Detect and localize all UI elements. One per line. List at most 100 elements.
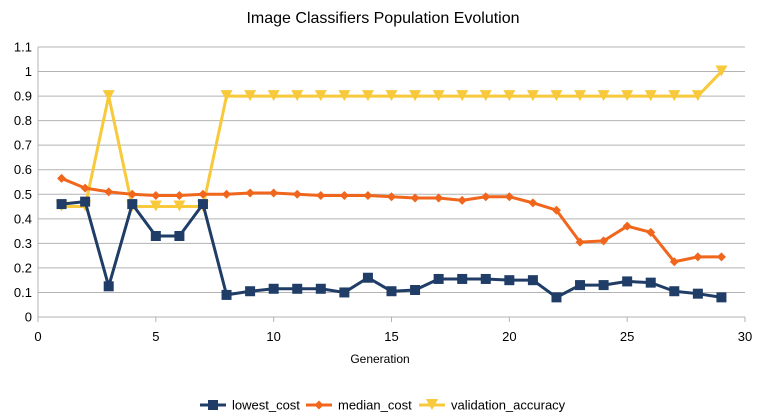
data-point-lowest_cost (56, 199, 67, 210)
x-tick-label: 5 (152, 329, 159, 344)
data-point-lowest_cost (622, 276, 633, 287)
series-group (55, 65, 728, 303)
y-tick-label: 0.1 (14, 285, 32, 300)
data-point-validation_accuracy (550, 90, 563, 102)
data-point-median_cost (57, 173, 67, 183)
x-tick-label: 25 (620, 329, 634, 344)
data-point-median_cost (245, 188, 255, 198)
axes (37, 47, 746, 322)
data-point-validation_accuracy (432, 90, 445, 102)
data-point-validation_accuracy (715, 65, 728, 77)
data-point-lowest_cost (480, 273, 491, 284)
legend-swatch-marker (426, 399, 438, 410)
data-point-median_cost (693, 252, 703, 262)
data-point-lowest_cost (362, 272, 373, 283)
data-point-median_cost (127, 189, 137, 199)
x-axis-title: Generation (350, 352, 409, 366)
data-point-lowest_cost (80, 196, 91, 207)
y-tick-label: 0.8 (14, 113, 32, 128)
data-point-lowest_cost (692, 288, 703, 299)
chart-title: Image Classifiers Population Evolution (246, 10, 519, 27)
data-point-validation_accuracy (526, 90, 539, 102)
data-point-lowest_cost (292, 283, 303, 294)
data-point-validation_accuracy (173, 200, 186, 212)
data-point-median_cost (387, 192, 396, 202)
data-point-lowest_cost (410, 285, 421, 295)
data-point-validation_accuracy (361, 90, 374, 102)
data-point-lowest_cost (245, 286, 256, 297)
data-point-validation_accuracy (503, 90, 516, 102)
data-point-validation_accuracy (644, 90, 657, 102)
legend-item-lowest_cost: lowest_cost (200, 398, 300, 413)
y-tick-label: 0 (25, 310, 32, 325)
data-point-median_cost (434, 193, 444, 203)
data-point-lowest_cost (457, 273, 468, 284)
gridlines (38, 46, 745, 318)
data-point-lowest_cost (197, 199, 208, 210)
series-line-median_cost (60, 176, 722, 264)
data-point-median_cost (575, 237, 585, 247)
data-point-median_cost (669, 257, 679, 267)
legend-swatch-marker (314, 400, 324, 410)
data-point-lowest_cost (315, 283, 326, 294)
data-point-median_cost (104, 187, 114, 197)
data-point-validation_accuracy (456, 90, 469, 102)
x-tick-label: 10 (266, 329, 280, 344)
data-point-validation_accuracy (244, 90, 257, 102)
data-point-validation_accuracy (338, 90, 351, 102)
x-tick-label: 30 (738, 329, 752, 344)
data-point-median_cost (410, 193, 420, 203)
data-point-median_cost (622, 221, 632, 231)
legend-label: median_cost (338, 398, 412, 413)
y-tick-label: 0.4 (14, 211, 32, 226)
data-point-median_cost (716, 252, 726, 262)
y-tick-label: 0.9 (14, 89, 32, 104)
data-point-validation_accuracy (574, 90, 587, 102)
data-point-lowest_cost (716, 292, 727, 303)
data-point-median_cost (174, 191, 184, 200)
data-point-validation_accuracy (668, 90, 681, 102)
x-tick-labels: 0 5 10 15 20 25 30 (34, 329, 752, 344)
legend-item-validation_accuracy: validation_accuracy (419, 398, 566, 413)
data-point-lowest_cost (103, 281, 114, 292)
y-tick-label: 0.7 (14, 138, 32, 153)
data-point-lowest_cost (669, 286, 680, 297)
data-point-lowest_cost (386, 286, 397, 297)
data-point-validation_accuracy (621, 90, 634, 102)
data-point-validation_accuracy (102, 90, 115, 102)
data-point-validation_accuracy (267, 90, 280, 102)
x-tick-label: 0 (34, 329, 41, 344)
y-tick-label: 0.3 (14, 236, 32, 251)
data-point-lowest_cost (598, 280, 609, 291)
data-point-validation_accuracy (597, 90, 610, 102)
data-point-median_cost (269, 188, 279, 198)
series-lowest_cost (56, 196, 727, 303)
legend-item-median_cost: median_cost (306, 398, 412, 413)
data-point-median_cost (292, 189, 302, 199)
data-point-validation_accuracy (691, 90, 704, 102)
y-tick-label: 0.6 (14, 162, 32, 177)
data-point-validation_accuracy (314, 90, 327, 102)
data-point-median_cost (481, 192, 491, 202)
series-validation_accuracy (55, 65, 728, 212)
data-point-lowest_cost (645, 277, 656, 288)
data-point-lowest_cost (268, 283, 279, 294)
x-tick-label: 15 (384, 329, 398, 344)
data-point-median_cost (551, 205, 561, 215)
data-point-median_cost (528, 198, 538, 208)
data-point-lowest_cost (127, 199, 138, 210)
legend-label: validation_accuracy (451, 398, 566, 413)
y-tick-label: 0.5 (14, 187, 32, 202)
data-point-lowest_cost (221, 289, 232, 300)
data-point-median_cost (198, 189, 208, 199)
data-point-lowest_cost (575, 280, 586, 291)
data-point-median_cost (599, 236, 609, 246)
data-point-median_cost (646, 227, 656, 237)
data-point-median_cost (151, 191, 161, 200)
y-tick-label: 1.1 (14, 40, 32, 55)
data-point-median_cost (80, 183, 90, 193)
data-point-median_cost (457, 195, 467, 205)
data-point-lowest_cost (150, 231, 161, 241)
data-point-lowest_cost (504, 275, 515, 286)
data-point-lowest_cost (174, 231, 185, 241)
